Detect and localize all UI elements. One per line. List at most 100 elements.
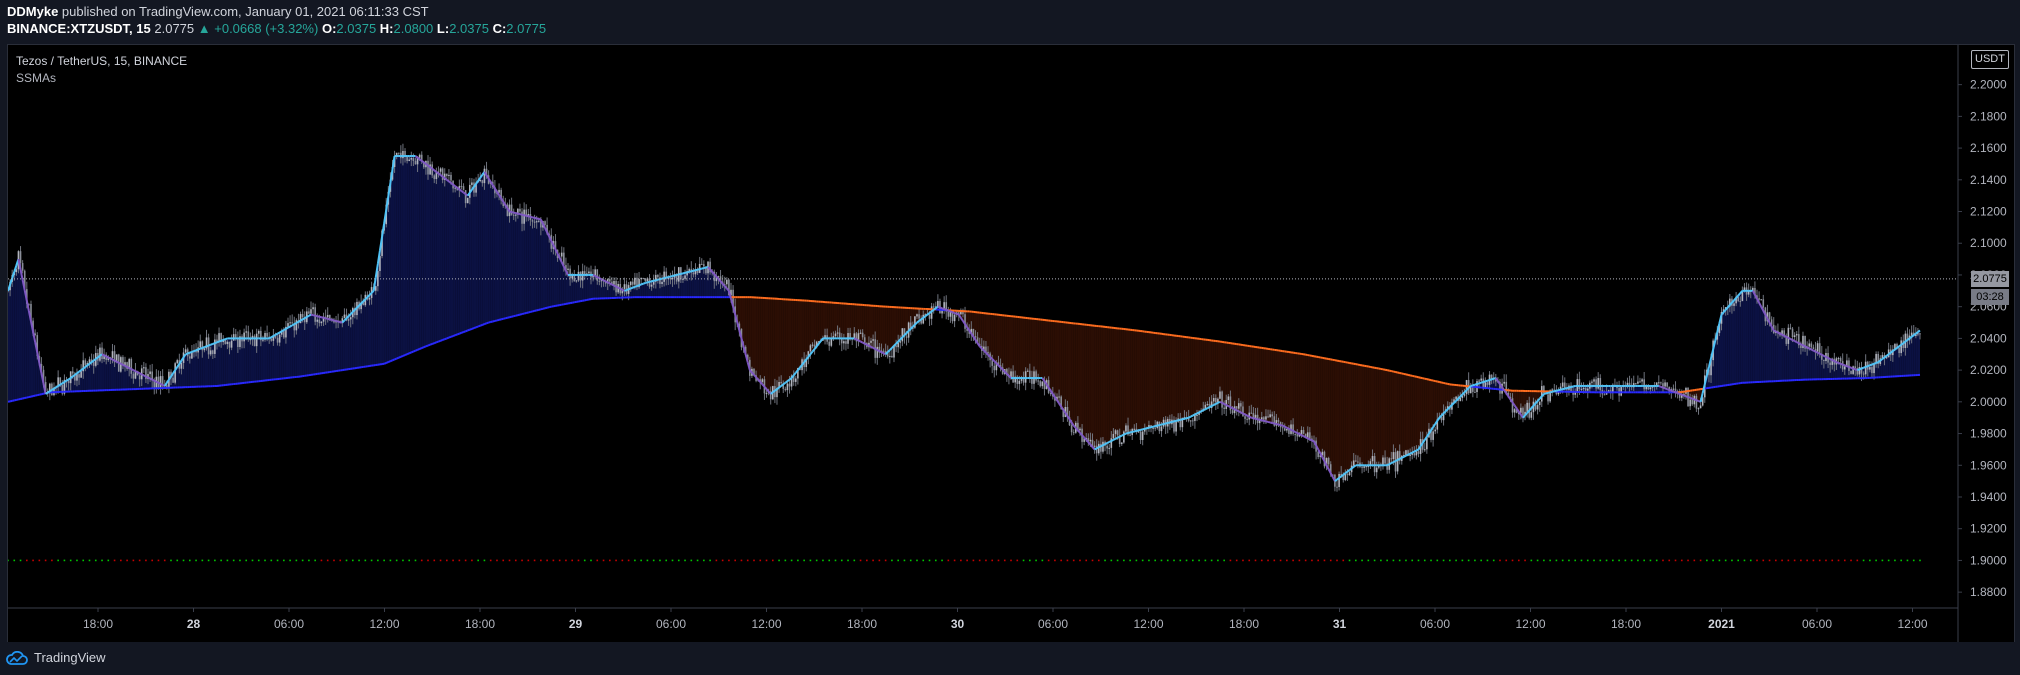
fast-ma-segment	[321, 316, 324, 319]
candle-body	[404, 150, 406, 158]
candle-body	[886, 353, 889, 357]
series-title[interactable]: Tezos / TetherUS, 15, BINANCE	[16, 54, 188, 68]
currency-button[interactable]: USDT	[1971, 50, 2009, 69]
fast-ma-segment	[509, 210, 512, 214]
cloud-segment	[432, 168, 435, 344]
cloud-segment	[30, 321, 34, 397]
cloud-segment	[338, 321, 341, 371]
slow-ma-segment	[484, 322, 487, 326]
candle-body	[506, 204, 509, 217]
cloud-segment	[1134, 330, 1137, 432]
candle-body	[1724, 307, 1727, 310]
candle-body	[1390, 458, 1393, 460]
cloud-segment	[1633, 385, 1636, 393]
fast-ma-segment	[626, 288, 629, 291]
cloud-segment	[1516, 390, 1519, 412]
candle-body	[446, 173, 448, 176]
fast-ma-segment	[1833, 360, 1837, 364]
cloud-segment	[751, 297, 754, 375]
candle-body	[1442, 411, 1445, 421]
signal-dot	[1154, 559, 1156, 562]
candle-body	[406, 157, 408, 162]
time-axis-labels[interactable]: 18:00 28 06:00 12:00 18:00 29 06:00 12:00 18:00 3…	[83, 608, 1928, 631]
fast-ma-segment	[1305, 436, 1309, 440]
cloud-segment	[866, 305, 869, 346]
candle-body	[1204, 404, 1207, 409]
signal-dot	[1536, 559, 1539, 562]
cloud-segment	[1234, 343, 1237, 411]
publisher-name[interactable]: DDMyke	[7, 4, 59, 19]
fast-ma-segment	[1727, 304, 1731, 309]
cloud-segment	[503, 201, 506, 319]
slow-ma-segment	[427, 343, 431, 347]
candle-body	[726, 279, 728, 285]
cloud-segment	[1123, 329, 1126, 435]
fast-ma-segment	[1511, 401, 1516, 407]
fast-ma-segment	[1196, 411, 1200, 415]
indicator-label[interactable]: SSMAs	[16, 71, 57, 85]
cloud-segment	[1727, 305, 1730, 386]
candle-body	[893, 345, 895, 358]
fast-ma-segment	[36, 352, 41, 363]
fast-ma-segment	[23, 290, 28, 301]
candle-body	[113, 351, 116, 363]
cloud-segment	[1061, 321, 1064, 410]
candle-body	[1628, 382, 1631, 386]
candle-body	[840, 338, 843, 344]
fast-ma-segment	[560, 261, 565, 267]
cloud-segment	[588, 274, 592, 300]
cloud-segment	[419, 159, 422, 349]
cloud-segment	[1217, 341, 1220, 403]
fast-ma-segment	[1180, 418, 1183, 421]
price-chart[interactable]: 2.20002.18002.16002.14002.12002.10002.08…	[8, 45, 2014, 643]
x-tick-label: 18:00	[847, 617, 877, 631]
cloud-segment	[342, 320, 345, 371]
chart-pane[interactable]: 2.20002.18002.16002.14002.12002.10002.08…	[7, 44, 2015, 644]
cloud-segment	[718, 278, 721, 298]
candle-body	[523, 209, 525, 224]
tradingview-logo[interactable]: TradingView	[6, 650, 106, 665]
cloud-segment	[814, 301, 817, 349]
fast-ma-segment	[676, 273, 680, 276]
fast-ma-segment	[147, 376, 151, 380]
fast-ma-segment	[615, 285, 619, 289]
candle-body	[395, 152, 398, 157]
cloud-segment	[1013, 316, 1016, 379]
signal-dot	[195, 559, 197, 562]
price-axis-labels[interactable]: 2.20002.18002.16002.14002.12002.10002.08…	[1958, 78, 2007, 599]
signal-dot	[32, 559, 34, 562]
signal-dot	[1279, 559, 1282, 562]
signal-dot	[188, 559, 191, 562]
fast-ma-segment	[659, 277, 663, 281]
fast-ma-segment	[1062, 409, 1067, 414]
fast-ma-segment	[172, 369, 177, 374]
fast-ma-segment	[1547, 391, 1551, 394]
candle-body	[1672, 388, 1675, 390]
fast-ma-segment	[162, 384, 166, 387]
cloud-segment	[505, 204, 508, 319]
candle-body	[99, 347, 101, 361]
signal-dot	[1016, 559, 1019, 562]
signal-dot	[26, 559, 28, 562]
cloud-segment	[864, 305, 867, 345]
fast-ma-segment	[206, 344, 209, 348]
cloud-segment	[1274, 349, 1277, 425]
cloud-segment	[1146, 331, 1149, 429]
candle-body	[1392, 452, 1395, 459]
candle-body	[1846, 360, 1848, 367]
signal-dot	[1079, 559, 1081, 562]
cloud-segment	[693, 270, 696, 298]
cloud-segment	[1291, 352, 1294, 431]
fast-ma-segment	[329, 318, 333, 321]
candle-body	[228, 341, 231, 348]
fast-ma-segment	[1760, 306, 1765, 312]
signal-dot	[1919, 559, 1921, 562]
symbol-label[interactable]: BINANCE:XTZUSDT, 15	[7, 21, 151, 36]
cloud-segment	[513, 212, 516, 317]
fast-ma-segment	[1489, 378, 1492, 381]
cloud-segment	[1209, 340, 1212, 408]
fast-ma-segment	[479, 174, 484, 179]
fast-ma-segment	[1043, 380, 1048, 385]
cloud-segment	[1366, 366, 1369, 466]
cloud-segment	[482, 171, 485, 325]
